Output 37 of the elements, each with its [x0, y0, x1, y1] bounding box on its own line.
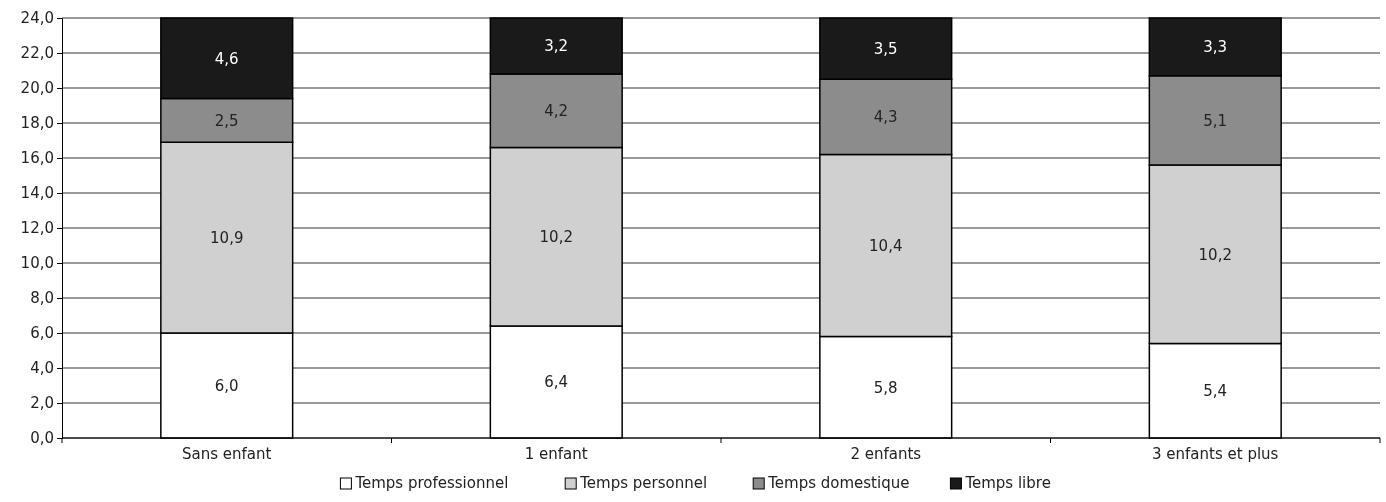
y-tick-label: 24,0	[20, 9, 54, 28]
x-tick-label: Sans enfant	[182, 445, 272, 463]
legend-label: Temps professionnel	[354, 474, 509, 492]
legend-label: Temps domestique	[767, 474, 910, 492]
y-tick-label: 6,0	[30, 324, 54, 343]
data-label: 3,3	[1203, 38, 1228, 57]
y-tick-label: 4,0	[30, 359, 54, 378]
y-tick-label: 12,0	[20, 219, 54, 238]
data-label: 6,4	[544, 373, 569, 392]
data-label: 10,9	[210, 228, 244, 247]
y-tick-label: 18,0	[20, 114, 54, 133]
data-label: 2,5	[214, 111, 239, 130]
x-tick-label: 1 enfant	[524, 445, 588, 463]
y-tick-label: 0,0	[30, 429, 54, 448]
data-label: 4,3	[873, 108, 898, 127]
y-tick-label: 16,0	[20, 149, 54, 168]
data-label: 4,2	[544, 102, 569, 120]
data-label: 10,2	[539, 228, 573, 246]
data-label: 5,8	[873, 378, 898, 397]
data-label: 5,1	[1203, 111, 1228, 130]
data-label: 6,0	[214, 376, 239, 395]
data-label: 5,4	[1203, 382, 1228, 400]
y-tick-label: 2,0	[30, 394, 54, 413]
legend-label: Temps libre	[964, 474, 1051, 492]
data-label: 3,2	[544, 37, 569, 56]
y-tick-label: 22,0	[20, 44, 54, 63]
data-label: 4,6	[214, 49, 239, 68]
data-label: 10,2	[1198, 245, 1232, 264]
data-label: 10,4	[869, 236, 903, 255]
y-tick-label: 14,0	[20, 184, 54, 203]
legend-label: Temps personnel	[579, 474, 708, 492]
data-label: 3,5	[873, 39, 898, 58]
x-tick-label: 3 enfants et plus	[1152, 445, 1279, 463]
y-tick-label: 20,0	[20, 79, 54, 98]
x-tick-label: 2 enfants	[850, 445, 922, 463]
y-tick-label: 10,0	[20, 254, 54, 273]
y-tick-label: 8,0	[30, 289, 54, 308]
